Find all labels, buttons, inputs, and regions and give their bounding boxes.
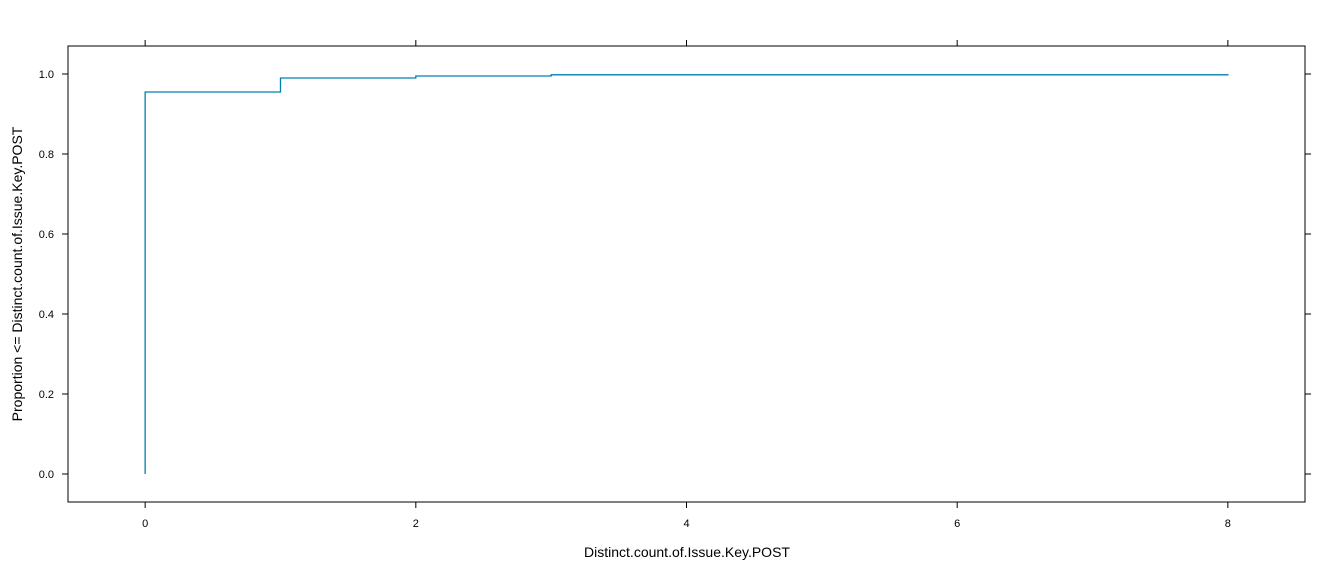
x-tick-label: 4 — [683, 518, 689, 530]
ecdf-step-line — [144, 74, 1229, 474]
x-tick-label: 8 — [1225, 518, 1231, 530]
axis-ticks — [62, 40, 1311, 508]
y-tick-label: 0.4 — [39, 309, 54, 321]
y-tick-label: 0.6 — [39, 229, 54, 241]
y-tick-label: 0.8 — [39, 149, 54, 161]
x-tick-label: 0 — [142, 518, 148, 530]
axis-tick-labels: 0 2 4 6 8 0.0 0.2 0.4 0.6 0.8 1.0 — [39, 69, 1231, 530]
y-tick-label: 0.2 — [39, 389, 54, 401]
y-tick-label: 1.0 — [39, 69, 54, 81]
x-tick-label: 2 — [413, 518, 419, 530]
plot-frame — [67, 45, 1306, 503]
x-axis-title: Distinct.count.of.Issue.Key.POST — [584, 544, 790, 560]
x-tick-label: 6 — [954, 518, 960, 530]
y-axis-title: Proportion <= Distinct.count.of.Issue.Ke… — [9, 126, 25, 421]
y-tick-label: 0.0 — [39, 469, 54, 481]
series-layer — [144, 74, 1229, 474]
